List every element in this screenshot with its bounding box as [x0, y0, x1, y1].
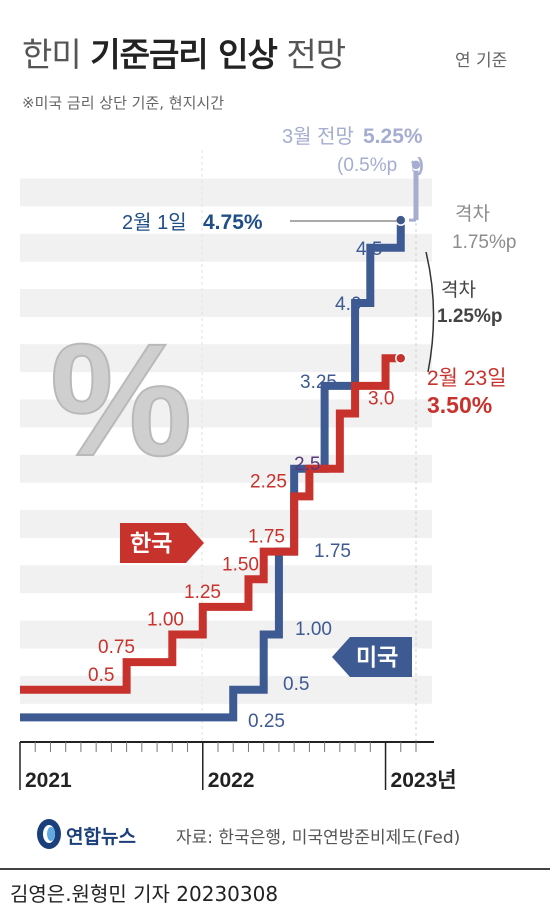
korea-current-date: 2월 23일 — [427, 367, 507, 390]
projection-arrow: ↑) — [408, 155, 424, 176]
gap-projected-value: 1.75%p — [452, 232, 516, 253]
grid-band — [20, 565, 432, 594]
korea-value-label: 3.0 — [368, 389, 394, 410]
us-value-label: 4.5 — [356, 239, 382, 260]
credit-line: 김영은.원형민 기자 20230308 — [10, 882, 279, 906]
gap-current-value: 1.25%p — [437, 306, 502, 327]
us-rate-line — [20, 220, 405, 722]
us-current-date: 2월 1일 — [122, 211, 187, 234]
us-legend-tag — [332, 637, 412, 677]
korea-current-value: 3.50% — [427, 392, 492, 418]
x-tick-label: 2021 — [25, 769, 72, 792]
korea-value-label: 1.25 — [184, 582, 221, 603]
us-current-value: 4.75% — [203, 211, 263, 234]
grid-band — [20, 454, 432, 483]
grid-band — [20, 399, 432, 428]
korea-value-label: 1.00 — [147, 610, 184, 631]
grid-band — [20, 344, 432, 373]
projection-point — [410, 159, 422, 171]
us-legend-tag-label: 미국 — [356, 644, 398, 670]
title-pre: 한미 — [22, 35, 91, 74]
title-post: 전망 — [276, 35, 346, 74]
us-value-label: 2.5 — [294, 454, 320, 475]
us-callout-line — [400, 219, 403, 222]
projection-delta: (0.5%p — [337, 155, 397, 176]
us-value-label: 4.0 — [335, 294, 361, 315]
korea-value-label: 2.25 — [250, 471, 287, 492]
korea-legend-tag-label: 한국 — [130, 530, 172, 556]
us-value-label: 1.75 — [314, 541, 351, 562]
us-value-label: 1.00 — [295, 619, 332, 640]
chart-title: 한미 기준금리 인상 전망 — [22, 28, 346, 76]
korea-legend-tag — [120, 523, 204, 563]
percent-badge: % — [50, 310, 192, 489]
korea-value-label: 0.5 — [88, 665, 114, 686]
data-source: 자료: 한국은행, 미국연방준비제도(Fed) — [176, 828, 461, 848]
korea-value-label: 1.75 — [248, 527, 285, 548]
title-bold: 기준금리 인상 — [90, 35, 278, 74]
us-value-label: 0.5 — [283, 674, 309, 695]
grid-band — [20, 178, 432, 207]
projection-label: 3월 전망 — [282, 125, 354, 148]
grid-band — [20, 510, 432, 538]
logo-text: 연합뉴스 — [66, 826, 136, 848]
rate-chart: %2021 2022 2023년0.50.751.001.251.501.752.2… — [19, 125, 516, 792]
yonhap-logo: 연합뉴스 — [36, 816, 166, 852]
us-value-label: 0.25 — [248, 711, 285, 732]
gap-projected-label: 격차 — [455, 203, 490, 225]
chart-note: ※미국 금리 상단 기준, 현지시간 — [22, 94, 225, 112]
korea-rate-line — [20, 354, 401, 694]
gap-current-label: 격차 — [441, 279, 476, 301]
footer-divider — [0, 868, 550, 870]
rate-basis: 연 기준 — [455, 51, 508, 71]
korea-current-point — [395, 352, 407, 364]
projection-value: 5.25% — [363, 125, 423, 148]
x-tick-label: 2022 — [208, 769, 255, 792]
grid-band — [20, 233, 432, 262]
korea-value-label: 0.75 — [98, 637, 135, 658]
gap-current-bracket — [425, 251, 435, 373]
us-value-label: 3.25 — [300, 372, 337, 393]
yonhap-logo-icon — [37, 819, 61, 849]
korea-value-label: 1.50 — [222, 554, 259, 575]
x-tick-label: 2023년 — [391, 769, 457, 792]
